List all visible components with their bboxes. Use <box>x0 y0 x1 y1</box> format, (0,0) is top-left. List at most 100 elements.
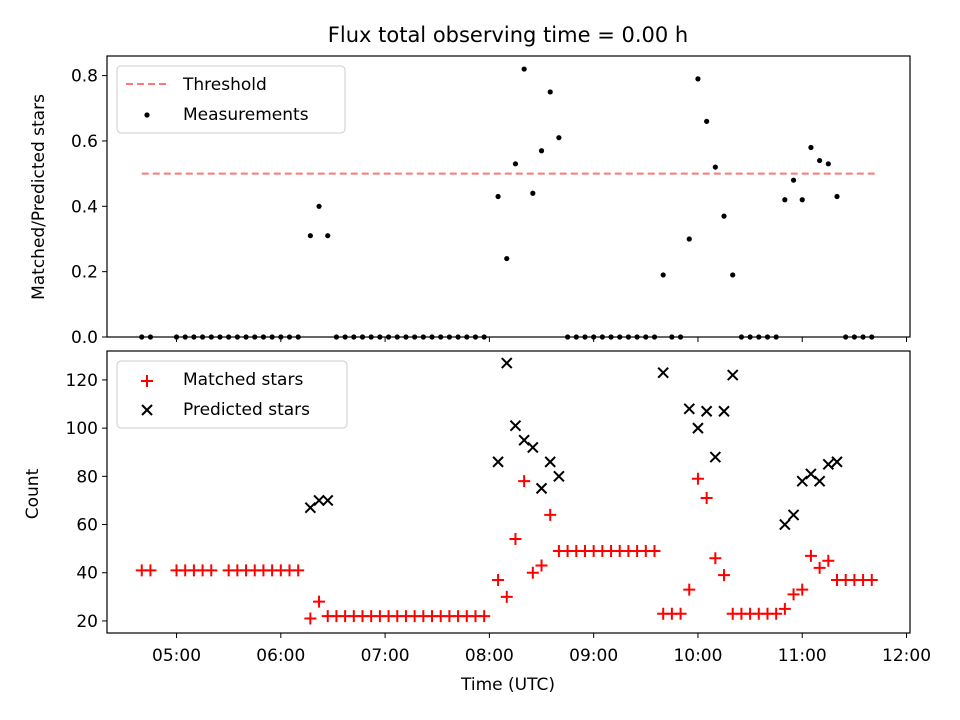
matched-star-point <box>865 573 878 586</box>
matched-star-point <box>313 595 326 608</box>
top-panel: 0.00.20.40.60.8 Matched/Predicted stars … <box>29 55 911 348</box>
measurement-point <box>834 193 840 200</box>
matched-star-point <box>518 475 531 488</box>
predicted-star-point <box>683 403 695 415</box>
measurement-point <box>412 334 418 340</box>
x-tick-label-08-00: 08:00 <box>465 646 514 666</box>
predicted-star-point <box>718 405 730 417</box>
legend-predicted-label: Predicted stars <box>183 400 310 420</box>
matched-star-point <box>778 602 791 615</box>
matched-star-point <box>304 612 317 625</box>
top-legend-box <box>116 65 346 134</box>
bottom-data-marks <box>135 357 878 625</box>
bottom-y-tick-label-80: 80 <box>76 467 98 487</box>
top-data-marks <box>139 66 877 340</box>
x-tick-label-09-00: 09:00 <box>569 646 618 666</box>
top-y-ticks: 0.0 0.2 0.4 0.6 0.8 <box>71 67 107 348</box>
measurement-point <box>191 334 197 340</box>
matched-star-point <box>822 554 835 567</box>
legend-threshold-label: Threshold <box>182 75 267 95</box>
measurement-point <box>278 334 284 340</box>
measurement-point <box>226 334 232 340</box>
measurement-point <box>252 334 258 340</box>
matched-star-point <box>144 564 157 577</box>
top-legend: Threshold Measurements <box>116 65 346 134</box>
matched-star-point <box>526 566 539 579</box>
predicted-star-point <box>805 468 817 480</box>
matched-star-point <box>478 610 491 623</box>
predicted-star-point <box>796 475 808 487</box>
x-tick-label-05-00: 05:00 <box>152 646 201 666</box>
bottom-y-tick-label-40: 40 <box>76 564 98 584</box>
measurement-point <box>307 233 313 239</box>
measurement-point <box>764 334 771 340</box>
bottom-y-tick-label-100: 100 <box>66 419 98 439</box>
matched-star-point <box>796 583 809 596</box>
measurement-point <box>808 144 814 151</box>
measurement-point <box>712 164 718 170</box>
matched-star-point <box>648 545 661 558</box>
matched-star-point <box>509 533 522 545</box>
measurement-point <box>625 334 632 340</box>
measurement-point <box>286 334 293 340</box>
measurement-point <box>394 334 400 340</box>
measurement-point <box>325 233 331 239</box>
predicted-star-point <box>787 509 800 521</box>
predicted-star-point <box>322 494 334 507</box>
measurement-point <box>481 334 487 340</box>
measurement-point <box>599 334 605 340</box>
measurement-point <box>147 334 154 340</box>
measurement-point <box>756 334 762 340</box>
measurement-point <box>316 203 322 209</box>
measurement-point <box>591 334 597 340</box>
measurement-point <box>617 334 623 340</box>
measurement-point <box>547 89 553 95</box>
measurement-point <box>208 334 214 340</box>
matched-star-point <box>492 573 505 586</box>
predicted-star-point <box>518 434 530 446</box>
measurement-point <box>634 334 640 340</box>
measurement-point <box>686 236 692 242</box>
predicted-star-point <box>492 456 504 468</box>
measurement-point <box>782 197 788 203</box>
top-y-tick-label-0-2: 0.2 <box>71 263 98 283</box>
predicted-star-point <box>831 456 843 468</box>
measurement-point <box>512 161 519 167</box>
x-tick-label-12-00: 12:00 <box>882 646 931 666</box>
matched-star-point <box>674 607 687 620</box>
legend-measurements-swatch <box>144 112 150 118</box>
measurement-point <box>359 334 366 340</box>
measurement-point <box>260 334 267 340</box>
matched-star-point <box>544 508 557 521</box>
measurement-point <box>403 334 409 340</box>
measurement-point <box>333 334 340 340</box>
predicted-star-point <box>779 518 791 531</box>
measurement-point <box>199 334 206 340</box>
measurement-point <box>582 334 588 340</box>
measurement-point <box>704 118 710 124</box>
legend-measurements-label: Measurements <box>183 105 309 125</box>
measurement-point <box>643 334 649 340</box>
matched-star-point <box>804 549 817 562</box>
bottom-legend: Matched stars Predicted stars <box>116 360 348 429</box>
predicted-star-point <box>709 451 722 463</box>
measurement-point <box>530 190 536 196</box>
measurement-point <box>573 334 579 340</box>
measurement-point <box>295 334 301 340</box>
measurement-point <box>455 334 461 340</box>
measurement-point <box>564 334 571 340</box>
x-axis-label: Time (UTC) <box>460 675 555 695</box>
matched-star-point <box>292 564 305 577</box>
measurement-point <box>721 213 727 219</box>
measurement-point <box>677 334 684 340</box>
measurement-point <box>420 334 426 340</box>
measurement-point <box>182 334 188 340</box>
matched-star-point <box>787 588 800 601</box>
matched-star-point <box>683 583 696 596</box>
matched-star-point <box>205 564 218 577</box>
x-tick-label-07-00: 07:00 <box>361 646 410 666</box>
measurement-point <box>660 272 666 278</box>
bottom-y-tick-label-20: 20 <box>76 612 98 632</box>
bottom-y-ticks: 20 40 60 80 100 120 <box>66 371 107 632</box>
measurement-point <box>747 334 753 340</box>
